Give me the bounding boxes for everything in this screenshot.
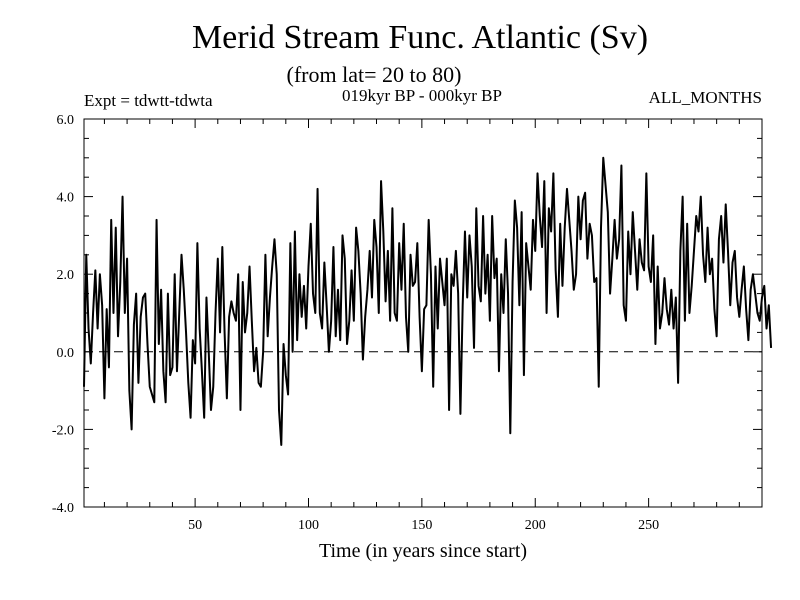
months-label: ALL_MONTHS <box>649 88 762 107</box>
x-tick-label: 200 <box>525 518 546 533</box>
y-tick-label: 2.0 <box>57 268 75 283</box>
x-tick-label: 150 <box>411 518 432 533</box>
series-line <box>83 156 773 446</box>
y-tick-label: 0.0 <box>57 346 75 361</box>
chart-title: Merid Stream Func. Atlantic (Sv) <box>192 19 648 56</box>
period-label: 019kyr BP - 000kyr BP <box>342 86 502 105</box>
x-tick-label: 50 <box>188 518 202 533</box>
y-tick-label: -4.0 <box>52 501 74 516</box>
y-tick-label: 6.0 <box>57 113 75 128</box>
x-tick-label: 100 <box>298 518 319 533</box>
y-tick-label: -2.0 <box>52 423 74 438</box>
chart-subtitle: (from lat= 20 to 80) <box>287 62 462 87</box>
plot-frame <box>83 118 763 508</box>
y-tick-label: 4.0 <box>57 191 75 206</box>
y-tick-labels: 6.0 4.0 2.0 0.0 -2.0 -4.0 <box>52 113 74 516</box>
experiment-label: Expt = tdwtt-tdwta <box>84 91 213 110</box>
x-tick-label: 250 <box>638 518 659 533</box>
x-axis-label: Time (in years since start) <box>319 540 527 562</box>
x-tick-labels: 50 100 150 200 250 <box>188 518 659 533</box>
